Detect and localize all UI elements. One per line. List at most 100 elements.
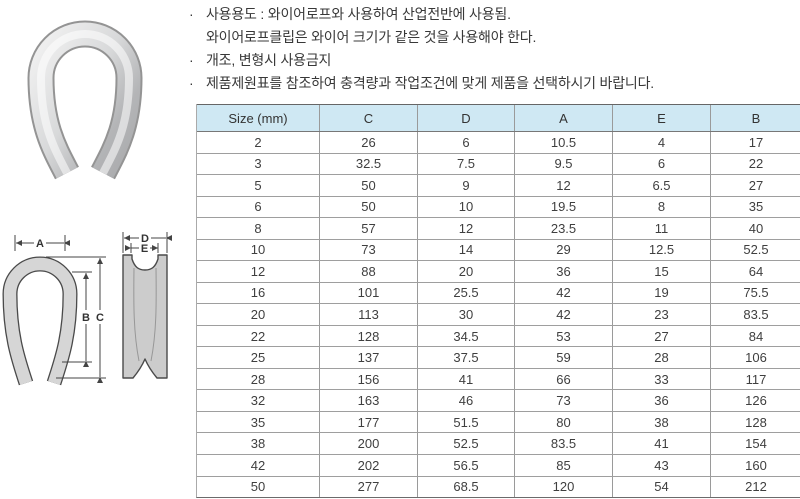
table-cell: 202 (319, 454, 417, 476)
column-header: E (612, 105, 710, 131)
table-cell: 38 (250, 436, 266, 452)
table-cell: 32.5 (319, 153, 417, 175)
table-row: 38 200 52.5 83.5 41 154 (197, 432, 800, 454)
table-cell: 9.5 (514, 153, 612, 175)
table-cell: 27 (612, 325, 710, 347)
table-cell: 8 (612, 196, 710, 218)
table-cell: 41 (612, 433, 710, 454)
table-cell: 120 (514, 476, 612, 498)
column-header: A (514, 105, 612, 131)
table-cell: 50 (319, 196, 417, 218)
dimension-d: D (122, 231, 172, 253)
table-cell: 10.5 (514, 132, 612, 153)
table-cell: 15 (612, 261, 710, 282)
dimension-label-e: E (141, 243, 148, 255)
table-cell: 68.5 (417, 476, 514, 498)
table-cell: 23.5 (514, 218, 612, 239)
table-row: 8 57 12 23.5 11 40 (197, 217, 800, 239)
note-bullet: · (189, 52, 194, 68)
table-cell: 6 (417, 132, 514, 153)
table-cell: 5 (254, 177, 262, 193)
table-cell: 28 (250, 371, 266, 387)
table-cell: 277 (319, 476, 417, 498)
table-cell: 14 (417, 239, 514, 261)
note-line: · 제품제원표를 참조하여 충격량과 작업조건에 맞게 제품을 선택하시기 바랍니… (189, 72, 789, 95)
table-cell: 42 (514, 304, 612, 325)
table-cell: 12 (514, 175, 612, 196)
table-cell: 23 (612, 304, 710, 325)
table-row: 3 32.5 7.5 9.5 6 22 (197, 152, 800, 175)
note-text: 개조, 변형시 사용금지 (206, 52, 332, 68)
table-cell: 42 (250, 457, 266, 473)
table-cell: 8 (254, 220, 262, 236)
table-cell: 83.5 (514, 433, 612, 454)
note-bullet: · (189, 6, 194, 22)
dimension-drawing: A B C D E (2, 231, 172, 386)
table-cell: 12 (250, 263, 266, 279)
table-cell: 9 (417, 175, 514, 196)
table-cell: 16 (250, 285, 266, 301)
table-cell: 51.5 (417, 411, 514, 433)
table-row: 6 50 10 19.5 8 35 (197, 195, 800, 218)
table-cell: 128 (319, 325, 417, 347)
dimension-c: C (46, 256, 106, 383)
table-cell: 154 (710, 433, 800, 454)
note-text: 와이어로프클립은 와이어 크기가 같은 것을 사용해야 한다. (206, 29, 537, 45)
table-cell: 73 (319, 239, 417, 261)
usage-notes: · 사용용도 : 와이어로프와 사용하여 산업전반에 사용됨. 와이어로프클립은 와… (189, 3, 789, 95)
table-cell: 25.5 (417, 282, 514, 304)
table-cell: 38 (612, 411, 710, 433)
table-cell: 19 (612, 282, 710, 304)
dimension-label-b: B (82, 312, 90, 324)
table-row: 5 50 9 12 6.5 27 (197, 174, 800, 196)
dimension-label-a: A (36, 238, 44, 250)
table-cell: 75.5 (710, 282, 800, 304)
table-cell: 22 (710, 153, 800, 175)
note-line: · 사용용도 : 와이어로프와 사용하여 산업전반에 사용됨. (189, 3, 789, 26)
note-bullet: · (189, 75, 194, 91)
table-row: 35 177 51.5 80 38 128 (197, 410, 800, 433)
table-cell: 88 (319, 261, 417, 282)
dimension-a: A (14, 235, 70, 251)
table-cell: 19.5 (514, 196, 612, 218)
table-cell: 7.5 (417, 153, 514, 175)
table-cell: 57 (319, 218, 417, 239)
side-view-shape (122, 254, 168, 379)
note-line: 와이어로프클립은 와이어 크기가 같은 것을 사용해야 한다. (189, 26, 789, 49)
table-cell: 32 (250, 393, 266, 409)
table-row: 22 128 34.5 53 27 84 (197, 324, 800, 347)
table-row: 28 156 41 66 33 117 (197, 367, 800, 390)
front-view-shape (2, 256, 78, 386)
table-cell: 156 (319, 368, 417, 390)
column-header: B (710, 105, 800, 131)
table-row: 50 277 68.5 120 54 212 (197, 475, 800, 498)
table-cell: 6.5 (612, 175, 710, 196)
table-cell: 6 (612, 153, 710, 175)
table-cell: 64 (710, 261, 800, 282)
table-cell: 117 (710, 368, 800, 390)
table-cell: 30 (417, 304, 514, 325)
table-cell: 83.5 (710, 304, 800, 325)
table-cell: 26 (319, 132, 417, 153)
table-cell: 52.5 (417, 433, 514, 454)
table-row: 12 88 20 36 15 64 (197, 260, 800, 282)
table-cell: 43 (612, 454, 710, 476)
table-cell: 101 (319, 282, 417, 304)
table-cell: 12 (417, 218, 514, 239)
table-cell: 4 (612, 132, 710, 153)
table-row: 20 113 30 42 23 83.5 (197, 303, 800, 325)
table-cell: 46 (417, 390, 514, 411)
table-cell: 200 (319, 433, 417, 454)
table-row: 42 202 56.5 85 43 160 (197, 453, 800, 476)
table-cell: 56.5 (417, 454, 514, 476)
table-cell: 29 (514, 239, 612, 261)
column-header: C (319, 105, 417, 131)
table-cell: 22 (250, 328, 266, 344)
table-cell: 53 (514, 325, 612, 347)
table-cell: 42 (514, 282, 612, 304)
table-row: 32 163 46 73 36 126 (197, 389, 800, 411)
table-cell: 34.5 (417, 325, 514, 347)
dimension-e: E (125, 242, 159, 255)
note-bullet (189, 26, 206, 49)
dimension-label-d: D (141, 233, 149, 245)
